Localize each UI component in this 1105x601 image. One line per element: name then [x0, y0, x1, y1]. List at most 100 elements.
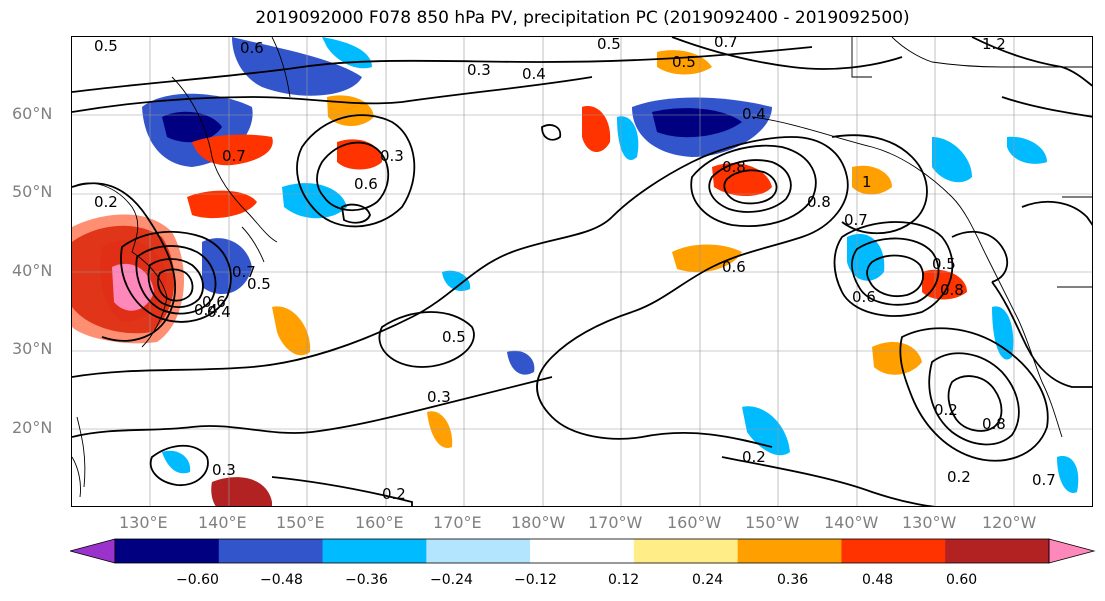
contour-label: 0.7 — [222, 147, 246, 165]
lon-label: 130°W — [902, 513, 957, 532]
precip-pos-central2 — [337, 139, 382, 170]
colorbar-segment — [218, 539, 324, 563]
precip-pos-tropics3 — [211, 477, 272, 506]
lon-label: 170°W — [588, 513, 643, 532]
colorbar-tick-label: 0.12 — [608, 572, 640, 588]
contour-label: 0.6 — [722, 258, 746, 276]
precip-neg-tropics1 — [507, 350, 535, 375]
precip-pos-okhotsk2 — [187, 190, 257, 219]
contour-label: 0.3 — [467, 61, 491, 79]
lon-label: 160°W — [667, 513, 722, 532]
contour-label: 0.8 — [982, 415, 1006, 433]
contour-label: 1 — [862, 173, 872, 191]
contour-label: 0.5 — [94, 37, 118, 55]
contour-label: 0.8 — [807, 193, 831, 211]
precip-neg-kuril — [282, 183, 347, 219]
lat-label: 20°N — [12, 418, 53, 437]
lon-label: 130°E — [119, 513, 168, 532]
precip-neg-alaska-core — [652, 108, 742, 138]
colorbar-tick-label: 0.36 — [777, 572, 809, 588]
contour-label: 0.3 — [380, 147, 404, 165]
contour-label: 0.2 — [382, 485, 406, 503]
map-title: 2019092000 F078 850 hPa PV, precipitatio… — [255, 8, 910, 28]
precip-neg-coast — [932, 137, 972, 183]
lon-label: 120°W — [982, 513, 1037, 532]
colorbar-segment — [115, 539, 220, 563]
precip-pos-mid2 — [922, 269, 967, 300]
colorbar-tick-label: 0.60 — [946, 572, 978, 588]
precip-neg-alaska-edge — [617, 116, 639, 161]
lon-label: 140°E — [198, 513, 247, 532]
precip-neg-central2 — [442, 270, 471, 292]
contour-label: 0.5 — [442, 328, 466, 346]
lon-label: 150°W — [745, 513, 800, 532]
map-svg: 0.5 0.6 0.5 0.7 1.2 0.3 0.4 0.5 0.4 0.7 … — [72, 37, 1092, 506]
contour-label: 0.3 — [427, 388, 451, 406]
colorbar-segment — [322, 539, 427, 563]
lat-label: 50°N — [12, 182, 53, 201]
precip-pos-gulf2 — [852, 165, 892, 195]
lon-label: 160°E — [355, 513, 404, 532]
lon-label: 180°W — [511, 513, 566, 532]
pv-contours — [72, 37, 1092, 506]
contour-label: 0.2 — [934, 401, 958, 419]
precip-pos-tropics1 — [272, 306, 311, 356]
colorbar-segment — [737, 539, 842, 563]
precip-pos-sea1 — [582, 106, 611, 153]
precip-pos-mid1 — [672, 244, 742, 273]
colorbar-segment — [841, 539, 946, 563]
colorbar-segment — [70, 538, 116, 564]
lon-label: 170°E — [433, 513, 482, 532]
map-panel: 0.5 0.6 0.5 0.7 1.2 0.3 0.4 0.5 0.4 0.7 … — [71, 36, 1093, 507]
lat-label: 40°N — [12, 261, 53, 280]
precip-neg-coast2 — [992, 306, 1014, 360]
colorbar-tick-label: 0.24 — [692, 572, 724, 588]
colorbar-segment — [1048, 538, 1096, 564]
contour-label: 0.4 — [207, 303, 231, 321]
contour-label: 0.4 — [194, 301, 218, 319]
contour-label: 0.4 — [742, 105, 766, 123]
contour-label: 0.8 — [722, 158, 746, 176]
lat-label: 30°N — [12, 339, 53, 358]
lat-label: 60°N — [12, 104, 53, 123]
colorbar-segment — [945, 539, 1050, 563]
colorbar-tick-label: −0.60 — [176, 572, 219, 588]
precip-neg-north — [232, 37, 362, 96]
contour-label: 0.7 — [844, 211, 868, 229]
contour-label: 0.2 — [94, 193, 118, 211]
precip-neg-north-edge — [322, 37, 372, 69]
precip-neg-far-east — [1007, 136, 1047, 164]
contour-label: 0.3 — [212, 461, 236, 479]
contour-label: 0.6 — [852, 288, 876, 306]
precip-pos-sub1 — [872, 342, 922, 375]
contour-label: 0.6 — [202, 293, 226, 311]
colorbar-outline — [114, 538, 1050, 564]
contour-label: 0.2 — [742, 448, 766, 466]
colorbar-tick-label: −0.36 — [345, 572, 388, 588]
contour-label: 0.6 — [354, 175, 378, 193]
colorbar-tick-label: −0.12 — [514, 572, 557, 588]
contour-label: 0.8 — [940, 281, 964, 299]
contour-label: 0.7 — [714, 37, 738, 51]
contour-label: 0.7 — [1032, 471, 1056, 489]
contour-label: 0.2 — [947, 468, 971, 486]
precip-neg-tropics2 — [162, 450, 191, 474]
lon-label: 150°E — [276, 513, 325, 532]
contour-label: 0.5 — [247, 275, 271, 293]
colorbar — [70, 538, 1096, 564]
colorbar-tick-label: −0.24 — [430, 572, 473, 588]
contour-label: 1.2 — [982, 37, 1006, 53]
colorbar-segment — [530, 539, 635, 563]
contour-label: 0.4 — [522, 65, 546, 83]
contour-label: 0.5 — [597, 37, 621, 53]
precip-neg-kamchatka-core — [162, 111, 222, 143]
precip-neg-se — [1057, 456, 1079, 493]
contour-label: 0.7 — [232, 263, 256, 281]
contour-label: 0.5 — [672, 53, 696, 71]
coastlines — [72, 37, 1092, 498]
lon-label: 140°W — [824, 513, 879, 532]
contour-label-layer: 0.5 0.6 0.5 0.7 1.2 0.3 0.4 0.5 0.4 0.7 … — [94, 37, 1056, 503]
colorbar-tick-label: 0.48 — [862, 572, 894, 588]
contour-label: 0.6 — [240, 39, 264, 57]
precip-neg-west — [847, 233, 885, 281]
